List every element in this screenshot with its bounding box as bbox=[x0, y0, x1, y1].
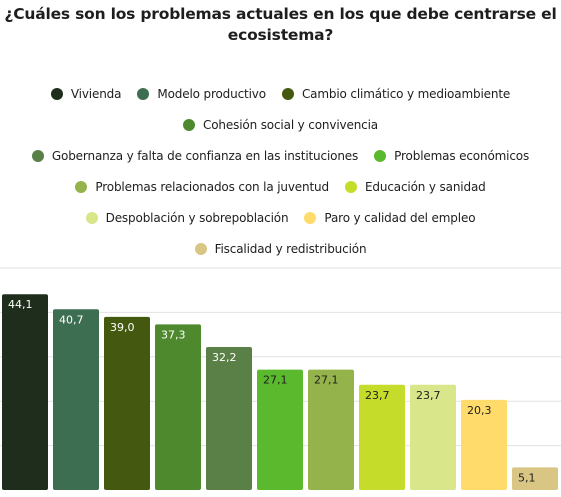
legend-label: Problemas económicos bbox=[394, 148, 530, 163]
bar bbox=[104, 316, 150, 490]
bar-value-label: 23,7 bbox=[365, 389, 390, 402]
bar-value-label: 44,1 bbox=[8, 298, 33, 311]
legend-row: Gobernanza y falta de confianza en las i… bbox=[0, 140, 561, 171]
bar bbox=[206, 347, 252, 490]
legend-row: Vivienda Modelo productivo Cambio climátic… bbox=[0, 78, 561, 109]
legend-label: Fiscalidad y redistribución bbox=[214, 241, 367, 256]
legend-swatch bbox=[344, 180, 357, 193]
bar-value-label: 39,0 bbox=[110, 321, 135, 334]
bar-value-label: 32,2 bbox=[212, 351, 237, 364]
legend-swatch bbox=[31, 149, 44, 162]
bar-value-label: 27,1 bbox=[263, 374, 288, 387]
bar bbox=[512, 467, 558, 490]
legend-row: Despoblación y sobrepoblación Paro y cali… bbox=[0, 202, 561, 233]
legend-row: Cohesión social y convivencia bbox=[0, 109, 561, 140]
legend-label: Vivienda bbox=[70, 86, 122, 101]
bar bbox=[2, 294, 48, 490]
legend-swatch bbox=[281, 87, 294, 100]
bar-value-label: 5,1 bbox=[518, 471, 536, 484]
legend-item: Paro y calidad del empleo bbox=[304, 210, 476, 225]
bar bbox=[461, 399, 507, 490]
bar bbox=[359, 384, 405, 490]
legend-item: Cohesión social y convivencia bbox=[182, 117, 378, 132]
legend-swatch bbox=[75, 180, 88, 193]
bar-value-label: 27,1 bbox=[314, 374, 339, 387]
legend-label: Educación y sanidad bbox=[364, 179, 486, 194]
legend-item: Gobernanza y falta de confianza en las i… bbox=[31, 148, 359, 163]
bar bbox=[410, 384, 456, 490]
chart-legend: Vivienda Modelo productivo Cambio climátic… bbox=[0, 78, 561, 264]
bar bbox=[257, 369, 303, 490]
legend-item: Problemas relacionados con la juventud bbox=[75, 180, 329, 194]
legend-swatch bbox=[85, 211, 98, 224]
bar-value-label: 20,3 bbox=[467, 404, 492, 417]
legend-swatch bbox=[182, 118, 195, 131]
legend-item: Cambio climático y medioambiente bbox=[281, 86, 511, 101]
legend-swatch bbox=[304, 211, 317, 224]
legend-item: Educación y sanidad bbox=[344, 179, 486, 194]
bar-value-label: 40,7 bbox=[59, 313, 84, 326]
legend-row: Fiscalidad y redistribución bbox=[0, 233, 561, 264]
bar-value-label: 23,7 bbox=[416, 389, 441, 402]
legend-item: Problemas económicos bbox=[374, 149, 529, 163]
bar bbox=[308, 369, 354, 490]
legend-label: Modelo productivo bbox=[157, 86, 266, 101]
legend-item: Despoblación y sobrepoblación bbox=[85, 210, 289, 225]
bar-value-label: 37,3 bbox=[161, 328, 186, 341]
bar bbox=[53, 309, 99, 490]
legend-item: Vivienda bbox=[50, 86, 122, 101]
legend-label: Cohesión social y convivencia bbox=[202, 117, 378, 132]
legend-swatch bbox=[374, 149, 387, 162]
legend-swatch bbox=[194, 242, 207, 255]
legend-swatch bbox=[137, 87, 150, 100]
chart-title: ¿Cuáles son los problemas actuales en lo… bbox=[4, 5, 557, 44]
legend-swatch bbox=[50, 87, 63, 100]
legend-label: Gobernanza y falta de confianza en las i… bbox=[51, 148, 359, 163]
legend-item: Fiscalidad y redistribución bbox=[194, 241, 367, 256]
legend-row: Problemas relacionados con la juventud Ed… bbox=[0, 171, 561, 202]
legend-label: Cambio climático y medioambiente bbox=[301, 86, 511, 101]
bar bbox=[155, 324, 201, 490]
legend-label: Paro y calidad del empleo bbox=[324, 210, 476, 225]
legend-item: Modelo productivo bbox=[137, 87, 266, 101]
legend-label: Despoblación y sobrepoblación bbox=[105, 210, 289, 225]
legend-label: Problemas relacionados con la juventud bbox=[95, 179, 329, 194]
